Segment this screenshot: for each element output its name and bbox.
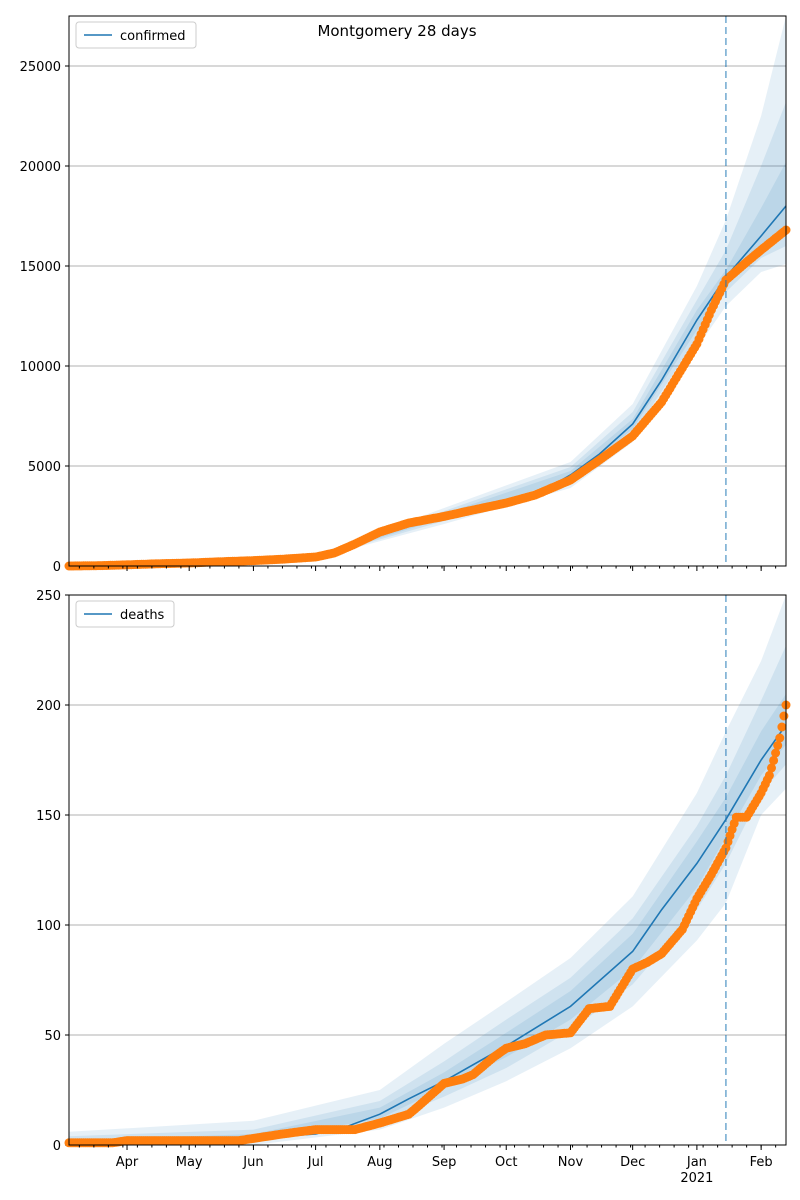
x-tick-label: Sep [432, 1155, 457, 1170]
observed-point [775, 733, 785, 743]
plot-frame [68, 15, 787, 567]
observed-point [764, 770, 774, 780]
model-line [68, 205, 787, 567]
legend-label: confirmed [120, 29, 186, 44]
x-tick-label: Nov [558, 1155, 584, 1170]
y-tick-label: 5000 [28, 460, 61, 475]
y-tick-label: 0 [53, 560, 61, 575]
y-tick-label: 10000 [20, 360, 61, 375]
x-tick-label: Apr [116, 1155, 139, 1170]
x-tick-label: May [176, 1155, 203, 1170]
legend-box [75, 21, 197, 49]
observed-point [779, 711, 789, 721]
y-tick-label: 20000 [20, 160, 61, 175]
y-tick-label: 25000 [20, 60, 61, 75]
observed-point [769, 755, 779, 765]
x-tick-label: Jul [307, 1155, 324, 1170]
legend-box [75, 600, 175, 628]
x-tick-label: Feb [750, 1155, 773, 1170]
observed-point [777, 722, 787, 732]
y-tick-label: 50 [44, 1029, 61, 1044]
x-tick-label: Aug [367, 1155, 392, 1170]
confidence-band-0 [69, 16, 786, 566]
y-tick-label: 100 [36, 919, 61, 934]
observed-point [767, 763, 776, 773]
y-tick-label: 0 [53, 1139, 61, 1154]
legend-label: deaths [120, 608, 165, 623]
observed-point [773, 741, 783, 750]
observed-point [771, 748, 781, 758]
y-tick-label: 15000 [20, 260, 61, 275]
x-tick-label: Dec [620, 1155, 645, 1170]
x-tick-label: Jan [686, 1155, 707, 1170]
y-tick-label: 150 [36, 809, 61, 824]
y-tick-label: 250 [36, 589, 61, 604]
y-tick-label: 200 [36, 699, 61, 714]
confidence-band-1 [69, 102, 786, 566]
confirmed-panel: 0 5000 10000 15000 20000 25000 confirmed [20, 15, 791, 575]
deaths-panel: 0 50 100 150 200 250 Apr May Jun Jul Aug Sep Oct Nov D… [36, 589, 791, 1186]
figure-title: Montgomery 28 days [317, 22, 476, 40]
x-tick-label: Jun [242, 1155, 263, 1170]
x-year-label: 2021 [680, 1171, 713, 1186]
x-tick-label: Oct [495, 1155, 517, 1170]
